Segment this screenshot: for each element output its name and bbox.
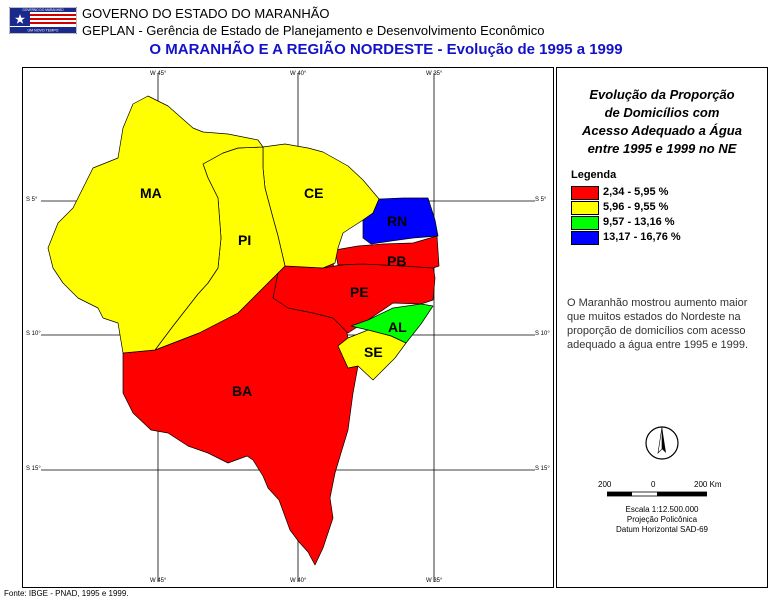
description-text: O Maranhão mostrou aumento maior que mui… (567, 297, 749, 351)
legend-swatch-green (571, 216, 599, 230)
logo-motto: UM NOVO TEMPO (28, 29, 59, 33)
lon-label-bottom-35: W 35° (426, 578, 443, 584)
lat-label-left-10: S 10° (26, 331, 41, 337)
lon-label-bottom-40: W 40° (290, 578, 307, 584)
header-government: GOVERNO DO ESTADO DO MARANHÃO (82, 6, 330, 21)
datum: Datum Horizontal SAD-69 (615, 525, 709, 534)
state-label-ba: BA (232, 383, 253, 399)
map-frame: W 45° W 40° W 35° W 45° W 40° W 35° S 5°… (22, 67, 554, 588)
legend-swatch-yellow (571, 201, 599, 215)
state-se (337, 329, 407, 381)
legend-title-line: de Domicílios com (604, 105, 720, 120)
legend-title-line: entre 1995 e 1999 no NE (587, 141, 737, 156)
lat-label-right-15: S 15° (535, 466, 550, 472)
page-title: O MARANHÃO E A REGIÃO NORDESTE - Evoluçã… (149, 41, 623, 58)
state-rn (362, 197, 439, 245)
state-ma (47, 95, 264, 354)
state-label-ce: CE (304, 185, 324, 201)
legend-label: 9,57 - 13,16 % (603, 216, 675, 228)
lat-label-left-15: S 15° (26, 466, 41, 472)
state-label-pb: PB (387, 253, 407, 269)
source-note: Fonte: IBGE - PNAD, 1995 e 1999. (4, 589, 129, 598)
lon-label-top-35: W 35° (426, 71, 443, 77)
scale-bar (607, 491, 707, 497)
legend-title-line: Acesso Adequado a Água (582, 123, 742, 138)
legend-label: 5,96 - 9,55 % (603, 201, 669, 213)
state-label-se: SE (364, 344, 383, 360)
state-pb (334, 235, 440, 269)
scale-tick-zero: 0 (651, 480, 656, 489)
state-label-pe: PE (350, 284, 369, 300)
scale-info: Escala 1:12.500.000 Projeção Policônica … (557, 505, 767, 535)
legend-heading: Legenda (571, 169, 617, 181)
lat-label-left-5: S 5° (26, 197, 38, 203)
legend-swatch-blue (571, 231, 599, 245)
lat-label-right-5: S 5° (535, 197, 547, 203)
lon-label-bottom-45: W 45° (150, 578, 167, 584)
lon-label-top-40: W 40° (290, 71, 307, 77)
legend-title: Evolução da Proporção de Domicílios com … (557, 86, 767, 158)
scale-ratio: Escala 1:12.500.000 (625, 505, 699, 514)
header-agency: GEPLAN - Gerência de Estado de Planejame… (82, 23, 545, 38)
maranhao-flag-logo: GOVERNO DO MARANHÃO UM NOVO TEMPO (9, 7, 77, 34)
legend-swatch-red (571, 186, 599, 200)
north-arrow-icon (645, 426, 679, 460)
legend-label: 13,17 - 16,76 % (603, 231, 681, 243)
state-label-ma: MA (140, 185, 162, 201)
lat-label-right-10: S 10° (535, 331, 550, 337)
legend-label: 2,34 - 5,95 % (603, 186, 669, 198)
legend-title-line: Evolução da Proporção (589, 87, 735, 102)
map-svg (41, 73, 535, 582)
lon-label-top-45: W 45° (150, 71, 167, 77)
logo-caption: GOVERNO DO MARANHÃO (22, 7, 64, 12)
scale-tick-left: 200 (598, 480, 612, 489)
state-label-rn: RN (387, 213, 408, 229)
projection: Projeção Policônica (626, 515, 698, 524)
scale-tick-right: 200 Km (694, 480, 722, 489)
state-label-pi: PI (238, 232, 252, 248)
legend-panel: Evolução da Proporção de Domicílios com … (556, 67, 768, 588)
state-label-al: AL (388, 319, 407, 335)
